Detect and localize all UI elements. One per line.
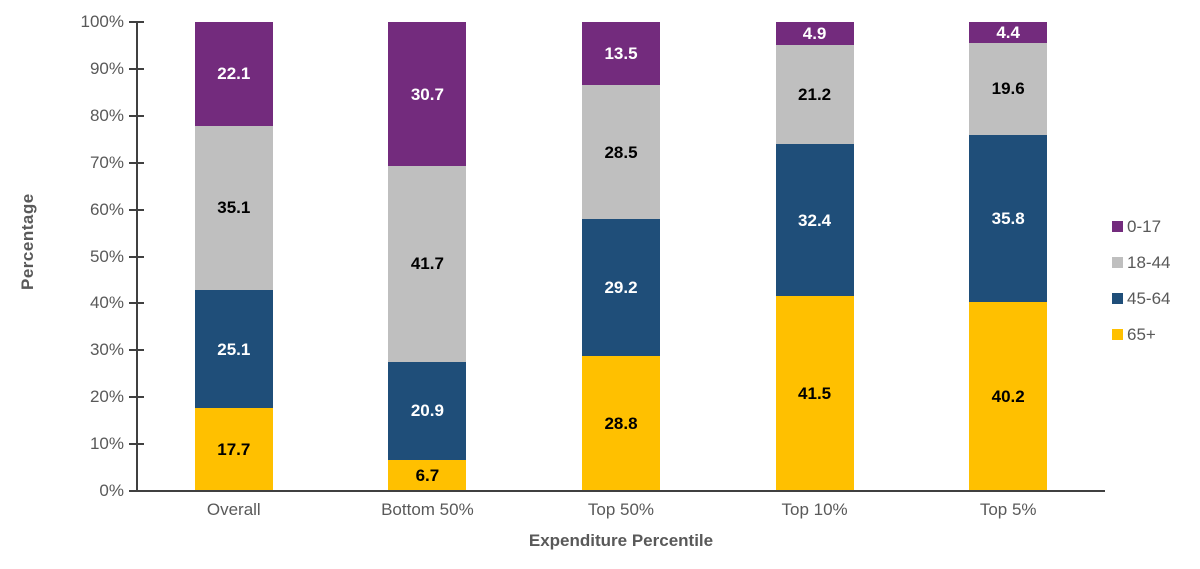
x-axis-labels: Overall Bottom 50% Top 50% Top 10% Top 5%	[137, 500, 1105, 520]
y-axis-tick	[129, 21, 144, 23]
y-axis-tick-label: 0%	[99, 481, 124, 500]
y-axis-title: Percentage	[18, 193, 37, 291]
x-axis-category-label: Top 10%	[781, 500, 848, 519]
y-axis-tick-label: 40%	[89, 293, 124, 313]
y-axis-tick	[129, 396, 144, 399]
legend-swatch-icon	[1112, 221, 1123, 232]
bar-segment-45-64: 35.8	[969, 134, 1048, 303]
x-axis-title: Expenditure Percentile	[528, 531, 714, 550]
y-axis-tick-label: 80%	[89, 105, 124, 125]
bar-segment-0-17: 22.1	[194, 22, 273, 126]
bar-segment-18-44: 19.6	[969, 42, 1048, 135]
y-axis-tick-label: 30%	[89, 340, 124, 360]
bar-segment-18-44: 35.1	[194, 125, 273, 291]
y-axis-tick-label: 70%	[89, 152, 124, 172]
stacked-bar: 40.2 35.8 19.6 4.4	[969, 22, 1048, 491]
y-axis-tick	[129, 208, 144, 211]
bar-segment-45-64: 25.1	[194, 290, 273, 408]
y-axis-tick	[129, 67, 144, 70]
bar-segment-45-64: 29.2	[581, 219, 660, 356]
bar-segment-45-64: 20.9	[388, 361, 467, 460]
bar-segment-65-: 41.5	[775, 296, 854, 491]
y-axis-tick-label: 50%	[89, 246, 124, 266]
stacked-bar: 17.7 25.1 35.1 22.1	[194, 22, 273, 491]
y-axis-tick-label: 20%	[89, 387, 124, 407]
legend-label: 45-64	[1127, 288, 1171, 308]
bar-segment-65-: 40.2	[969, 302, 1048, 491]
y-axis-tick	[129, 349, 144, 352]
legend-item-45-64: 45-64	[1112, 288, 1170, 309]
legend-swatch-icon	[1112, 257, 1123, 268]
legend-swatch-icon	[1112, 293, 1123, 304]
bar-segment-45-64: 32.4	[775, 144, 854, 297]
x-axis-line	[129, 490, 1105, 492]
bar-column: 17.7 25.1 35.1 22.1	[137, 22, 331, 491]
bar-segment-65-: 17.7	[194, 408, 273, 491]
bar-segment-65-: 6.7	[388, 459, 467, 491]
y-axis-tick	[129, 302, 144, 305]
x-axis-category-label: Top 5%	[979, 500, 1037, 519]
bar-column: 6.7 20.9 41.7 30.7	[331, 22, 525, 491]
legend-label: 0-17	[1127, 216, 1162, 236]
bar-column: 28.8 29.2 28.5 13.5	[524, 22, 718, 491]
bars-container: 17.7 25.1 35.1 22.1 6.7 20.9 41.7 30.7 28.8 29.2 2…	[137, 22, 1105, 491]
legend-swatch-icon	[1112, 329, 1123, 340]
legend-item-18-44: 18-44	[1112, 252, 1170, 273]
bar-column: 40.2 35.8 19.6 4.4	[911, 22, 1105, 491]
legend-item-0-17: 0-17	[1112, 216, 1170, 237]
y-axis-tick	[129, 114, 144, 117]
y-axis-tick-label: 90%	[89, 58, 124, 78]
y-axis-tick	[129, 255, 144, 258]
x-axis-category-label: Overall	[206, 500, 261, 519]
bar-column: 41.5 32.4 21.2 4.9	[718, 22, 912, 491]
legend-label: 65+	[1127, 324, 1156, 344]
y-axis-tick-label: 100%	[80, 12, 124, 31]
y-axis-tick-label: 10%	[89, 434, 124, 454]
legend-item-65-: 65+	[1112, 324, 1170, 345]
y-axis-tick	[129, 161, 144, 164]
bar-segment-65-: 28.8	[581, 355, 660, 491]
bar-segment-18-44: 41.7	[388, 166, 467, 362]
stacked-bar: 41.5 32.4 21.2 4.9	[775, 22, 854, 491]
bar-segment-0-17: 4.4	[969, 22, 1048, 43]
x-axis-category-label: Bottom 50%	[381, 500, 474, 519]
bar-segment-0-17: 4.9	[775, 22, 854, 45]
bar-segment-18-44: 28.5	[581, 85, 660, 219]
stacked-bar: 28.8 29.2 28.5 13.5	[581, 22, 660, 491]
y-axis-tick	[129, 443, 144, 446]
x-axis-category-label: Top 50%	[587, 500, 655, 519]
legend-label: 18-44	[1127, 252, 1171, 272]
bar-segment-0-17: 30.7	[388, 22, 467, 166]
bar-segment-0-17: 13.5	[581, 22, 660, 86]
y-axis-tick-label: 60%	[89, 199, 124, 219]
legend: 0-17 18-44 45-64 65+	[1112, 216, 1170, 345]
stacked-bar: 6.7 20.9 41.7 30.7	[388, 22, 467, 491]
bar-segment-18-44: 21.2	[775, 45, 854, 145]
plot-area: 0% 10% 20% 30% 40% 50% 60% 70% 80% 90% 100% 17.7 25…	[81, 12, 1105, 500]
